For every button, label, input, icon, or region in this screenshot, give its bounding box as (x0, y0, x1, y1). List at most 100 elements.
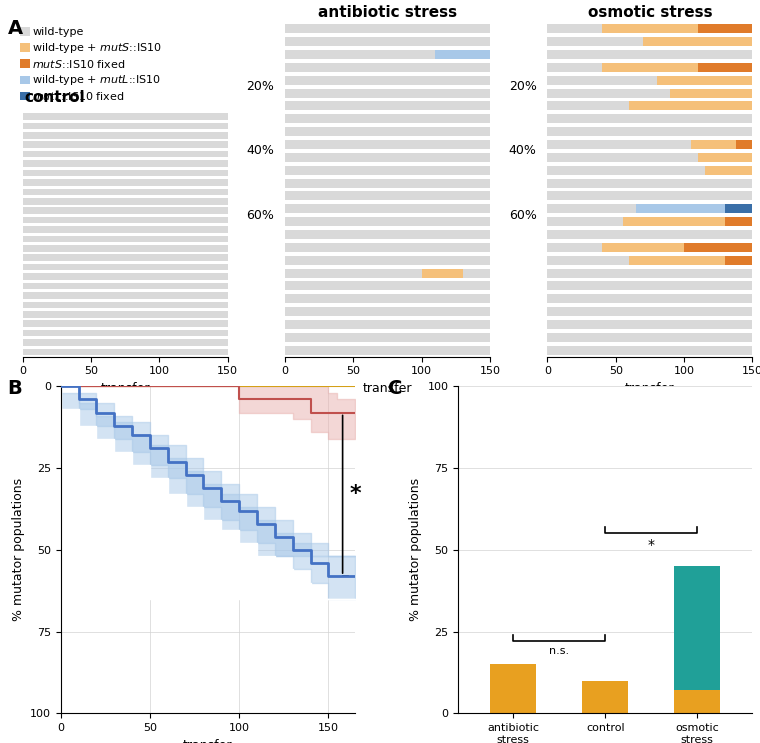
Bar (285, 178, 490, 187)
Text: $\it{mutS}$::IS10 fixed: $\it{mutS}$::IS10 fixed (33, 58, 125, 70)
Bar (285, 268, 490, 278)
Text: 20%: 20% (246, 80, 274, 93)
Bar (285, 230, 490, 239)
Bar (23, 141, 228, 148)
Bar (547, 153, 698, 162)
Bar (20, 91, 30, 100)
Bar (547, 114, 752, 123)
Text: 40%: 40% (246, 144, 274, 158)
X-axis label: transfer: transfer (100, 382, 150, 395)
Text: 60%: 60% (246, 209, 274, 221)
Bar (582, 681, 629, 713)
Bar (547, 25, 602, 33)
Y-axis label: % mutator populations: % mutator populations (409, 478, 422, 621)
Bar (547, 256, 629, 265)
Bar (691, 140, 752, 149)
Bar (23, 302, 228, 308)
Bar (285, 217, 490, 226)
Bar (725, 217, 752, 226)
Text: *: * (350, 484, 361, 504)
Text: $\it{mutL}$::IS10 fixed: $\it{mutL}$::IS10 fixed (33, 90, 125, 102)
Bar (285, 345, 490, 354)
Bar (23, 340, 228, 345)
Bar (547, 178, 752, 187)
Bar (23, 245, 228, 252)
Title: osmotic stress: osmotic stress (587, 4, 712, 20)
Bar (23, 273, 228, 280)
Bar (285, 256, 490, 265)
Bar (23, 169, 228, 176)
Bar (736, 140, 752, 149)
Bar (23, 311, 228, 317)
Bar (23, 113, 228, 120)
Bar (285, 320, 490, 329)
Bar (547, 243, 602, 252)
Bar (602, 243, 752, 252)
Bar (23, 292, 228, 299)
Bar (547, 268, 752, 278)
Text: wild-type + $\it{mutL}$::IS10: wild-type + $\it{mutL}$::IS10 (33, 73, 162, 87)
Text: wild-type: wild-type (33, 27, 84, 36)
X-axis label: transfer: transfer (625, 382, 675, 395)
Bar (23, 179, 228, 186)
Bar (547, 217, 622, 226)
Bar (285, 166, 490, 175)
Bar (602, 63, 752, 72)
Bar (725, 256, 752, 265)
Bar (547, 345, 752, 354)
Bar (547, 230, 752, 239)
Text: 60%: 60% (508, 209, 537, 221)
Bar (490, 664, 537, 713)
Bar (285, 76, 490, 85)
Bar (629, 101, 752, 111)
Bar (547, 101, 629, 111)
Bar (657, 76, 752, 85)
Bar (23, 348, 228, 355)
Bar (285, 25, 490, 33)
Bar (285, 192, 490, 201)
Bar (629, 256, 752, 265)
Bar (285, 114, 490, 123)
Bar (285, 243, 490, 252)
Bar (636, 204, 752, 213)
Bar (23, 160, 228, 167)
Bar (285, 37, 490, 46)
Bar (23, 207, 228, 214)
Bar (23, 330, 228, 337)
Bar (547, 307, 752, 316)
Title: antibiotic stress: antibiotic stress (318, 4, 458, 20)
Bar (725, 204, 752, 213)
Text: B: B (8, 379, 22, 398)
Bar (20, 59, 30, 68)
Bar (684, 243, 752, 252)
Bar (670, 88, 752, 97)
Bar (285, 127, 490, 136)
Bar (285, 101, 490, 111)
Bar (698, 25, 752, 33)
Bar (23, 226, 228, 233)
Bar (285, 294, 490, 303)
Bar (23, 198, 228, 204)
X-axis label: transfer: transfer (363, 382, 413, 395)
Bar (23, 254, 228, 261)
Text: A: A (8, 19, 23, 38)
Bar (285, 204, 490, 213)
Bar (698, 153, 752, 162)
Text: 40%: 40% (508, 144, 537, 158)
Bar (20, 27, 30, 36)
Bar (547, 166, 705, 175)
Bar (547, 88, 670, 97)
Bar (602, 25, 752, 33)
Bar (674, 566, 720, 690)
Bar (547, 127, 752, 136)
Y-axis label: % mutator populations: % mutator populations (11, 478, 24, 621)
Bar (23, 189, 228, 195)
Bar (622, 217, 752, 226)
Bar (285, 88, 490, 97)
Bar (547, 50, 752, 59)
Bar (547, 76, 657, 85)
Text: 20%: 20% (508, 80, 537, 93)
Bar (547, 294, 752, 303)
Bar (547, 282, 752, 291)
Text: C: C (388, 379, 402, 398)
